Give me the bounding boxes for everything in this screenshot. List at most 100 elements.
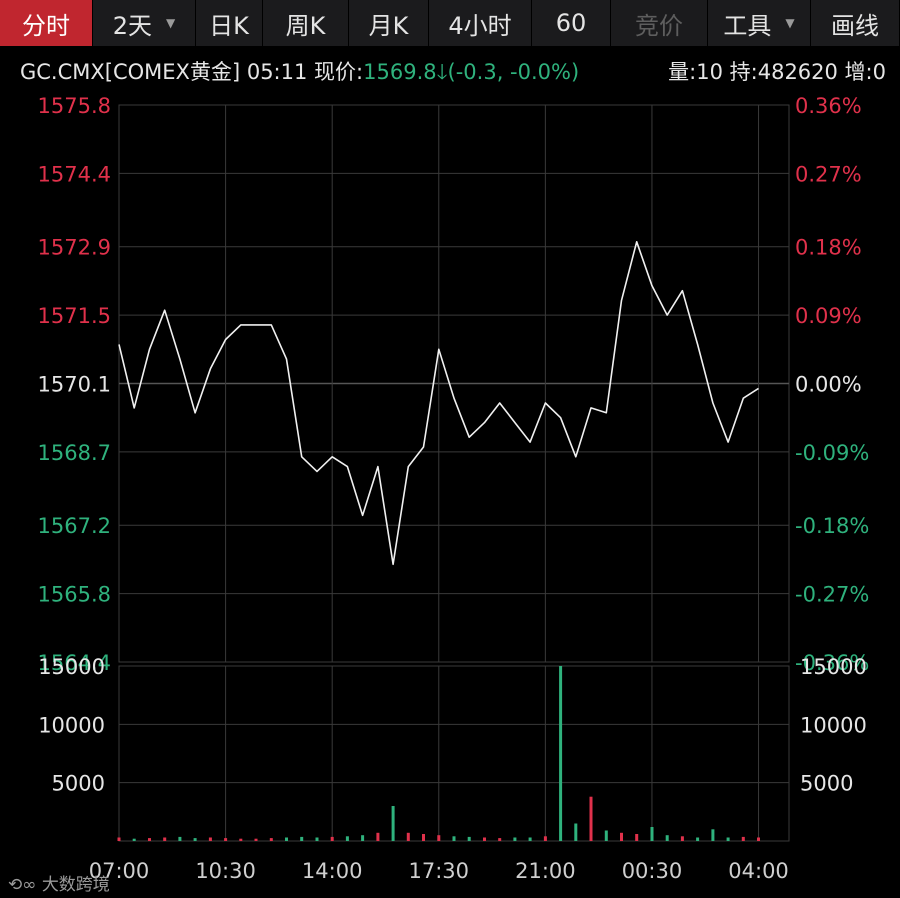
volume-bar [239,838,243,841]
volume-bar [513,837,517,841]
time-tick-label: 04:00 [728,859,789,883]
volume-bar [406,832,410,841]
volume-bar [300,836,304,841]
tab-2[interactable]: 日K [196,0,263,46]
tab-5[interactable]: 4小时 [429,0,532,46]
quote-time: 05:11 [246,60,308,84]
percent-tick-label: -0.36% [795,651,869,675]
volume-tick-label: 10000 [38,713,105,737]
volume-panel-frame [118,665,790,842]
volume-bar [345,836,349,841]
volume-bar [498,838,502,841]
tab-1[interactable]: 2天 ▼ [93,0,196,46]
percent-tick-label: 0.09% [795,304,862,328]
volume-bar [132,838,136,841]
time-tick-label: 14:00 [302,859,363,883]
volume-bar [315,837,319,841]
volume-bar [391,806,395,841]
percent-tick-label: -0.09% [795,441,869,465]
volume-bar [528,837,532,841]
volume-bar [452,836,456,841]
price-tick-label: 1564.4 [38,651,111,675]
volume-bar [543,836,547,841]
volume-bar [330,836,334,841]
price-tick-label: 1575.8 [38,94,111,118]
volume-bar [680,836,684,841]
time-tick-label: 07:00 [89,859,150,883]
volume-tick-label-right: 5000 [800,772,853,796]
volume-bar [726,837,730,841]
volume-bar [193,838,197,841]
percent-tick-label: -0.27% [795,583,869,607]
time-tick-label: 00:30 [622,859,683,883]
tab-label: 周K [285,11,326,40]
volume-stats: 量:10 持:482620 增:0 [668,60,886,84]
volume-bar [148,838,151,841]
price-tick-label: 1570.1 [38,373,111,397]
tab-6[interactable]: 60 [532,0,611,46]
price-change: (-0.3, -0.0%) [447,60,580,84]
quote-info-bar: GC.CMX[COMEX黄金] 05:11 现价:1569.8🡓(-0.3, -… [0,56,900,90]
price-tick-label: 1571.5 [38,304,111,328]
tab-label: 竞价 [635,11,683,40]
toolbar: 分时 2天 ▼ 日K 周K 月K 4小时 60 竞价 工具 ▼ 画线 [0,0,900,46]
volume-bar [361,835,365,841]
volume-bar [178,836,182,841]
chevron-down-icon: ▼ [166,16,176,30]
volume-bar [741,836,745,841]
time-tick-label: 17:30 [409,859,470,883]
tab-8[interactable]: 工具 ▼ [708,0,811,46]
time-tick-label: 10:30 [195,859,256,883]
volume-bar [163,837,167,841]
price-tick-label: 1568.7 [38,441,111,465]
tab-label: 日K [209,11,249,40]
volume-bar [467,836,471,841]
current-price: 1569.8 [363,60,437,84]
volume-bar [711,829,715,841]
watermark-text: 大数跨境 [41,875,110,895]
tab-4[interactable]: 月K [349,0,429,46]
watermark: ⟲∞ 大数跨境 [8,870,110,895]
price-line [118,241,759,566]
time-tick-label: 21:00 [515,859,576,883]
volume-bar [254,838,258,841]
symbol-name: GC.CMX[COMEX黄金] [20,60,241,84]
tab-0[interactable]: 分时 [0,0,93,46]
price-label: 现价: [314,60,364,84]
chevron-down-icon: ▼ [785,16,795,30]
volume-tick-label: 5000 [52,772,105,796]
volume-bar [696,837,700,841]
volume-tick-label: 15000 [38,655,105,679]
tab-label: 2天 [112,11,153,40]
volume-tick-label-right: 10000 [800,713,867,737]
volume-bar [757,837,760,841]
volume-bar [589,796,593,841]
tab-3[interactable]: 周K [263,0,349,46]
volume-bar [437,835,441,841]
volume-bar [665,835,669,841]
volume-bar [376,832,380,841]
volume-bar [422,834,425,841]
price-tick-label: 1572.9 [38,236,111,260]
percent-tick-label: -0.18% [795,514,869,538]
volume-bar [483,837,486,841]
tab-7[interactable]: 竞价 [611,0,708,46]
price-tick-label: 1565.8 [38,583,111,607]
tab-label: 分时 [22,11,70,40]
tab-9[interactable]: 画线 [811,0,900,46]
watermark-logo-icon: ⟲∞ [8,875,37,895]
volume-bar [285,837,288,841]
percent-tick-label: 0.18% [795,236,862,260]
volume-bar [224,838,228,841]
tab-label: 60 [555,9,587,37]
percent-tick-label: 0.27% [795,162,862,186]
tab-label: 4小时 [448,11,512,40]
quote-summary: GC.CMX[COMEX黄金] 05:11 现价:1569.8🡓(-0.3, -… [20,56,579,93]
down-arrow-icon: 🡓 [436,60,448,84]
volume-bar [208,837,212,841]
volume-bar [574,823,578,841]
price-tick-label: 1567.2 [38,514,111,538]
percent-tick-label: 0.00% [795,373,862,397]
volume-bar [117,837,121,841]
